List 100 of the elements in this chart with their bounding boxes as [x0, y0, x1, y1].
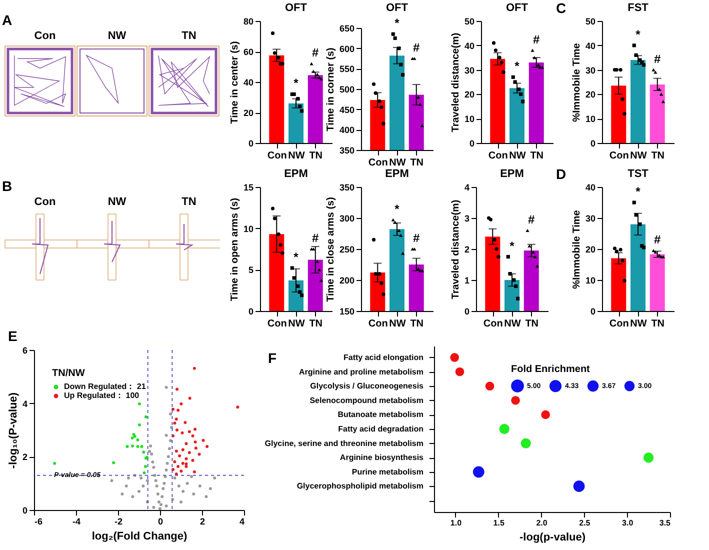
point [164, 504, 168, 508]
x-tick-label: Con [267, 150, 287, 162]
y-axis-title: Time in corner (s) [325, 48, 336, 132]
point [184, 462, 188, 466]
x-tick-label: NW [389, 318, 406, 330]
y-tick-label: 400 [339, 125, 354, 136]
point [166, 455, 170, 458]
x-tick-label: -2 [114, 516, 123, 526]
bar [528, 62, 544, 143]
point [149, 444, 152, 448]
y-tick-label: 15 [243, 182, 254, 192]
point [112, 461, 116, 464]
point [142, 450, 146, 454]
point [127, 476, 130, 480]
chart-title: OFT [506, 2, 528, 14]
y-tick-label: 0 [22, 506, 28, 516]
y-tick-label: Purine metabolism [352, 467, 424, 476]
point [184, 442, 188, 446]
y-tick-label: Butanoate metabolism [338, 410, 424, 420]
text: E [8, 328, 18, 344]
point [130, 444, 134, 448]
point [166, 462, 169, 465]
point [136, 445, 140, 448]
y-tick-label: 0 [248, 138, 254, 148]
y-tick-label: 650 [339, 24, 354, 34]
y-tick-label: 250 [339, 244, 354, 254]
annotation: # [413, 231, 420, 245]
annotation: # [312, 231, 320, 245]
x-tick-label: TN [309, 150, 323, 162]
point [148, 450, 151, 453]
point [192, 492, 196, 496]
y-axis-title: Time in center (s) [229, 41, 240, 124]
legend-label: Up Regulated： 100 [64, 391, 140, 400]
point [164, 434, 168, 437]
x-tick-label: NW [509, 150, 526, 162]
y-tick-label: 2 [22, 452, 28, 462]
y-tick-label: Glycerophospholipid metabolism [296, 482, 424, 491]
annotation: # [312, 46, 320, 60]
y-tick-label: 40 [464, 40, 474, 51]
bar [269, 55, 284, 143]
chart-title: FST [628, 2, 649, 14]
point [144, 465, 148, 468]
x-tick-label: 2.0 [536, 518, 548, 528]
text: NW [106, 30, 128, 42]
point [150, 452, 154, 456]
x-tick-label: NW [630, 318, 648, 330]
chart-title: EPM [500, 168, 524, 180]
x-tick-label: Con [368, 158, 388, 168]
point [176, 408, 180, 412]
y-axis-title: %Immobile Time [571, 210, 582, 289]
y-tick-label: 10 [464, 114, 474, 124]
point [154, 479, 158, 482]
y-tick-label: 50 [585, 16, 596, 26]
point [202, 438, 205, 442]
y-tick-label: 80 [243, 16, 254, 26]
y-axis-title: -log₁₀(P-value) [7, 392, 20, 469]
x-tick-label: 3.5 [659, 518, 672, 528]
point [110, 479, 114, 482]
point [236, 406, 240, 409]
point [194, 440, 197, 444]
legend-label: Down Regulated： 21 [64, 382, 146, 391]
point [198, 452, 201, 456]
x-tick-label: 0 [158, 516, 164, 526]
x-tick-label: 1.0 [450, 518, 462, 528]
annotation: * [636, 184, 641, 198]
y-tick-label: 10 [243, 224, 254, 234]
legend-title: Fold Enrichment [511, 364, 591, 375]
y-tick-label: 20 [243, 108, 254, 118]
point [172, 408, 175, 411]
point [142, 471, 146, 474]
annotation: # [654, 52, 662, 66]
point [162, 482, 166, 485]
text: TN [180, 30, 198, 42]
annotation: # [528, 212, 536, 226]
point [176, 388, 179, 391]
y-tick-label: 150 [339, 306, 354, 316]
point [164, 468, 168, 472]
x-tick-label: TN [410, 318, 424, 330]
annotation: # [533, 32, 540, 46]
point [169, 412, 172, 416]
y-tick-label: 20 [464, 90, 474, 100]
point [152, 506, 156, 509]
point [160, 503, 163, 506]
point [138, 490, 140, 493]
point [191, 434, 194, 438]
y-tick-label: 60 [243, 47, 254, 57]
y-tick-label: 500 [339, 84, 354, 94]
point [173, 460, 176, 464]
point [213, 476, 216, 480]
y-tick-label: 0 [464, 306, 470, 316]
point [184, 457, 188, 460]
point [138, 402, 141, 406]
point [188, 451, 191, 454]
point [180, 431, 184, 434]
chart-title: TST [628, 168, 649, 180]
text: A [2, 12, 12, 28]
point [180, 500, 182, 504]
x-tick-label: 1.5 [493, 518, 505, 528]
text: D [556, 166, 566, 182]
point [208, 487, 212, 490]
